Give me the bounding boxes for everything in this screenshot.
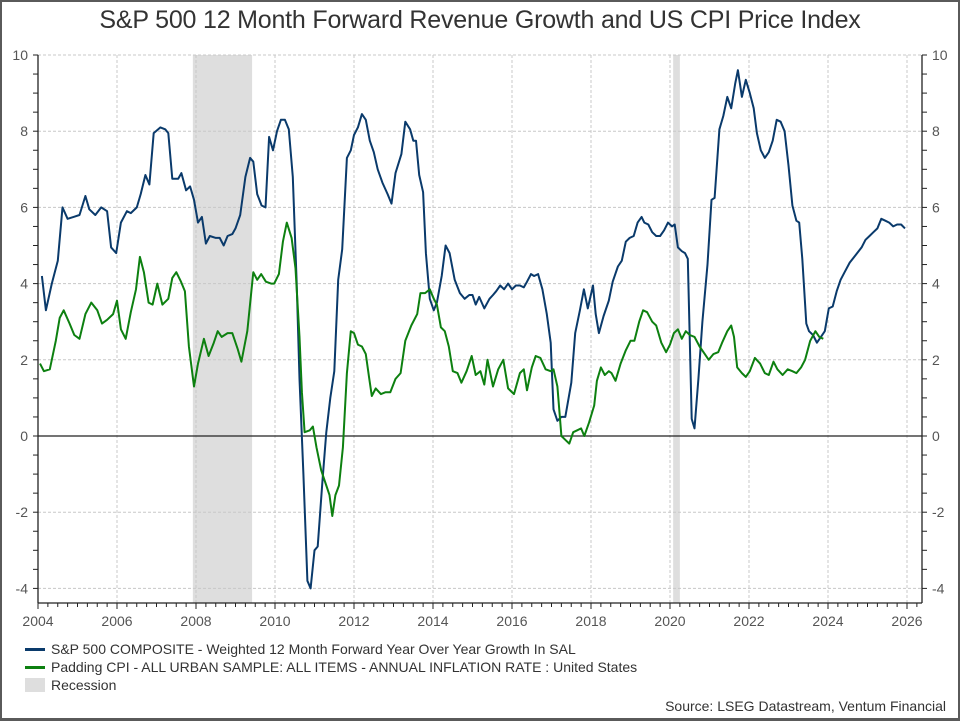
x-tick-label: 2004 [22, 613, 53, 629]
y-tick-label-right: 10 [932, 47, 948, 63]
y-tick-label-right: 4 [932, 276, 940, 292]
x-tick-label: 2006 [101, 613, 132, 629]
y-tick-label-left: 4 [20, 276, 28, 292]
x-tick-label: 2024 [812, 613, 843, 629]
x-tick-label: 2026 [891, 613, 922, 629]
y-tick-label-right: 2 [932, 352, 940, 368]
x-tick-label: 2008 [180, 613, 211, 629]
series-lines [39, 69, 906, 590]
legend-swatch-sp500 [25, 647, 45, 651]
legend-label-sp500: S&P 500 COMPOSITE - Weighted 12 Month Fo… [51, 641, 576, 657]
y-tick-label-right: 0 [932, 428, 940, 444]
legend-item-recession: Recession [25, 676, 637, 694]
y-tick-label-right: -2 [932, 504, 945, 520]
y-tick-label-left: 6 [20, 199, 28, 215]
legend-swatch-recession [25, 678, 45, 692]
y-tick-label-left: -4 [16, 580, 29, 596]
y-tick-label-left: -2 [16, 504, 29, 520]
sp500-revenue-growth-line [40, 69, 906, 590]
recession-bands [192, 55, 680, 603]
y-tick-label-left: 8 [20, 123, 28, 139]
y-tick-label-right: 8 [932, 123, 940, 139]
y-tick-label-right: 6 [932, 199, 940, 215]
legend-swatch-cpi [25, 665, 45, 669]
x-tick-label: 2018 [575, 613, 606, 629]
legend-item-sp500: S&P 500 COMPOSITE - Weighted 12 Month Fo… [25, 640, 637, 658]
legend-label-recession: Recession [51, 677, 117, 693]
y-tick-label-right: -4 [932, 580, 945, 596]
source-note: Source: LSEG Datastream, Ventum Financia… [665, 698, 946, 714]
y-tick-label-left: 10 [12, 47, 28, 63]
x-tick-label: 2014 [417, 613, 448, 629]
x-tick-label: 2010 [259, 613, 290, 629]
chart-title: S&P 500 12 Month Forward Revenue Growth … [99, 6, 861, 34]
cpi-inflation-line [39, 221, 824, 517]
x-tick-label: 2016 [496, 613, 527, 629]
legend-label-cpi: Padding CPI - ALL URBAN SAMPLE: ALL ITEM… [51, 659, 638, 675]
axes: -4 -2 0 2 4 6 8 10 -4 -2 0 2 4 6 8 10 2004 2006 2008 2010 20… [12, 47, 947, 629]
grid [38, 54, 922, 603]
legend: S&P 500 COMPOSITE - Weighted 12 Month Fo… [25, 640, 637, 694]
recession-band-0 [192, 55, 253, 603]
x-tick-label: 2012 [338, 613, 369, 629]
y-tick-label-left: 0 [20, 428, 28, 444]
x-tick-label: 2020 [654, 613, 685, 629]
x-tick-label: 2022 [733, 613, 764, 629]
recession-band-1 [673, 55, 680, 603]
y-tick-label-left: 2 [20, 352, 28, 368]
legend-item-cpi: Padding CPI - ALL URBAN SAMPLE: ALL ITEM… [25, 658, 637, 676]
